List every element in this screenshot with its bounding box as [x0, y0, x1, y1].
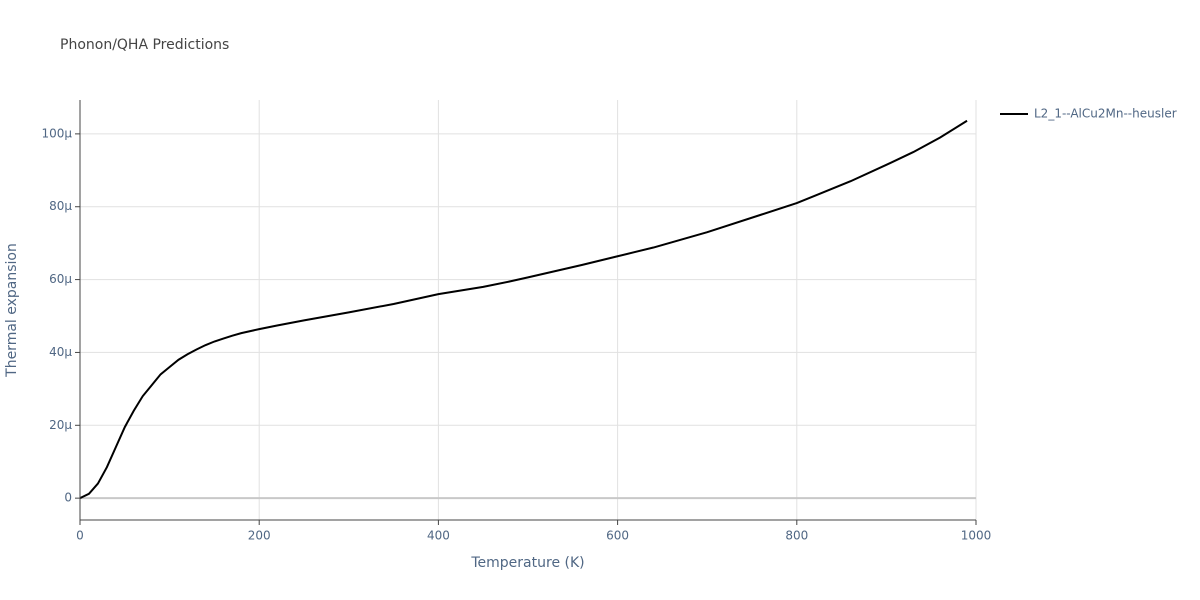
line-series: [79, 119, 968, 500]
x-tick-label: 200: [248, 529, 271, 543]
grid: [80, 100, 977, 520]
x-tick-label: 1000: [961, 529, 992, 543]
x-tick-label: 400: [427, 529, 450, 543]
x-axis-title: Temperature (K): [470, 555, 584, 571]
y-tick-label: 100μ: [41, 126, 72, 140]
y-tick-label: 80μ: [49, 199, 72, 213]
y-axis-title: Thermal expansion: [4, 243, 20, 378]
y-tick-label: 40μ: [49, 345, 72, 359]
plot: [79, 119, 968, 500]
legend-label: L2_1--AlCu2Mn--heusler: [1034, 107, 1177, 121]
x-tick-label: 0: [76, 529, 84, 543]
y-tick-label: 20μ: [49, 418, 72, 432]
chart-title: Phonon/QHA Predictions: [60, 37, 229, 53]
y-tick-label: 0: [64, 491, 72, 505]
x-tick-label: 600: [606, 529, 629, 543]
y-tick-label: 60μ: [49, 272, 72, 286]
x-tick-label: 800: [785, 529, 808, 543]
